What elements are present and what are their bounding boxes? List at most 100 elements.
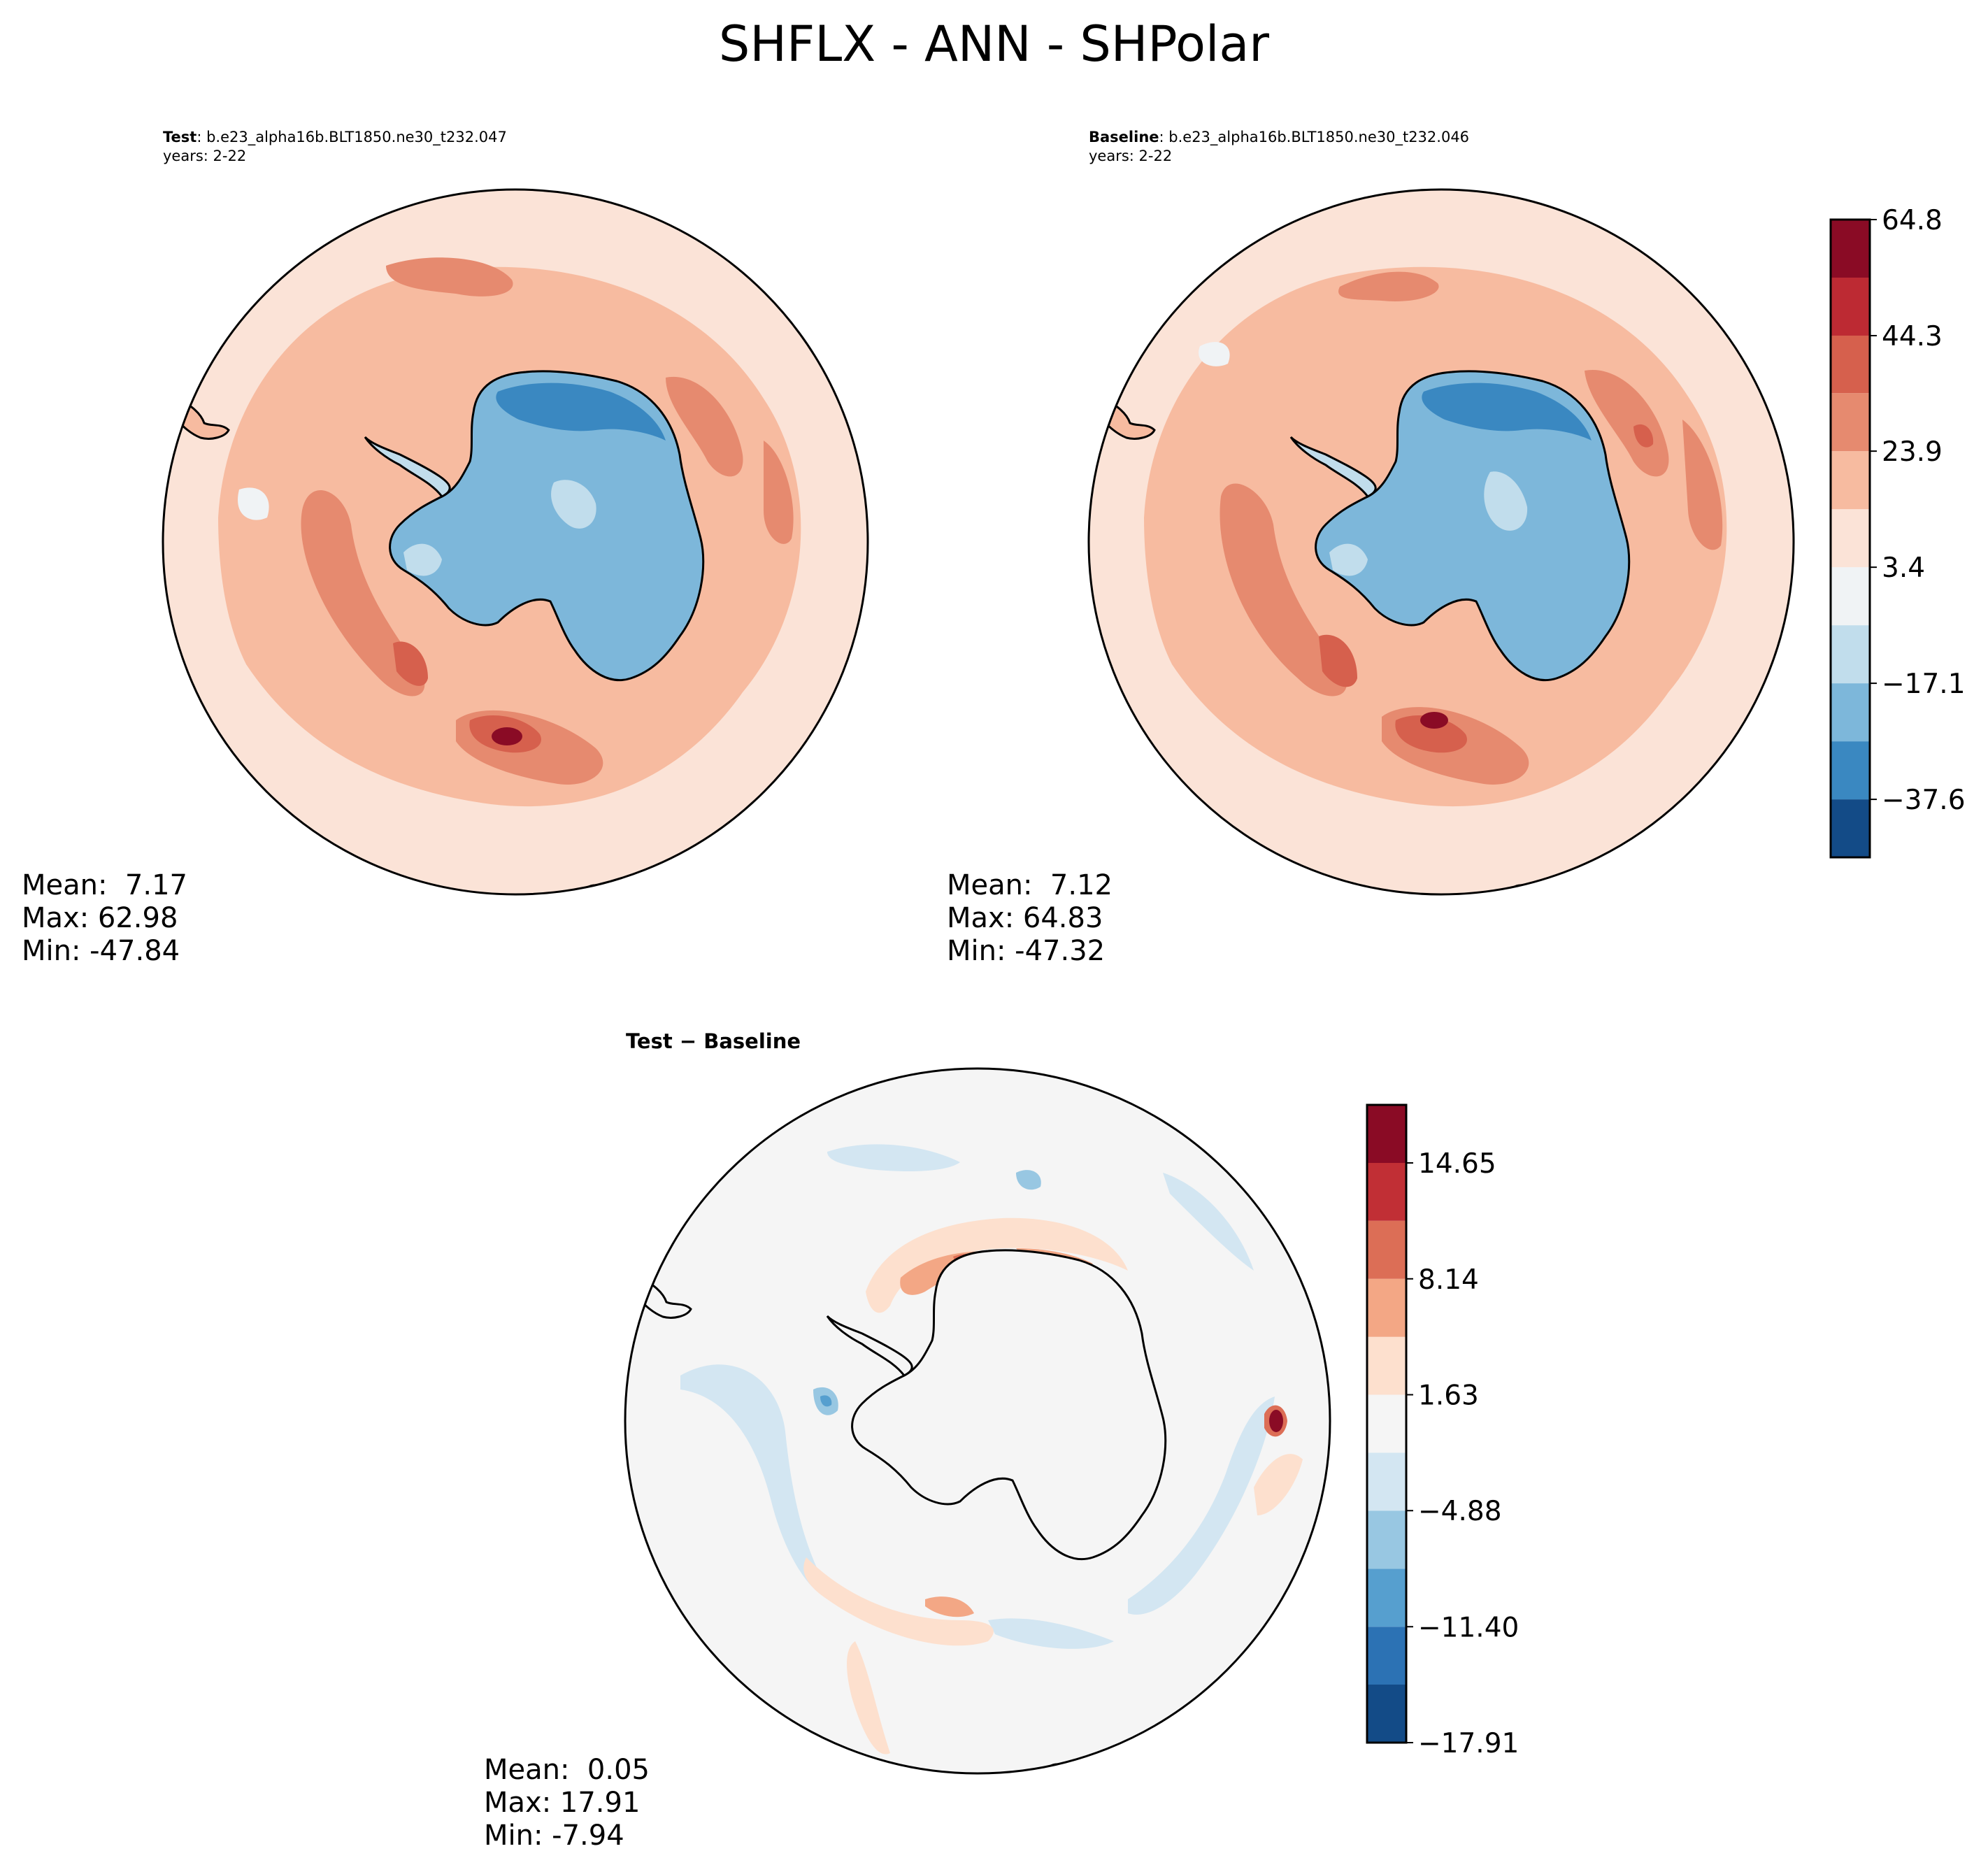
main-colorbar-segment (1831, 567, 1870, 626)
diff-colorbar-segment (1367, 1105, 1406, 1164)
diff-max-value: 17.91 (559, 1787, 641, 1819)
diff-panel-title: Test − Baseline (626, 1029, 801, 1053)
diff-polar-map (624, 1067, 1331, 1775)
diff-min-value: -7.94 (552, 1820, 624, 1852)
main-colorbar-segment (1831, 451, 1870, 510)
baseline-mean-value: 7.12 (1050, 869, 1113, 901)
test-case-name: : b.e23_alpha16b.BLT1850.ne30_t232.047 (196, 129, 507, 145)
diff-colorbar-segment (1367, 1220, 1406, 1279)
baseline-max-label: Max: (947, 902, 1015, 934)
test-flux-hotspot-core (492, 727, 522, 745)
baseline-flux-band-4 (1338, 271, 1439, 301)
diff-stats: Mean: 0.05 Max: 17.91 Min: -7.94 (484, 1754, 650, 1852)
diff-hotspot-east-core (1269, 1410, 1283, 1432)
diff-negative-band-2 (827, 1144, 960, 1171)
diff-colorbar-tick-label: −11.40 (1418, 1612, 1519, 1643)
test-years: years: 2-22 (163, 148, 247, 164)
diff-colorbar-segment (1367, 1394, 1406, 1453)
main-colorbar-frame (1829, 218, 1871, 859)
diff-positive-band-south (803, 1557, 994, 1646)
main-colorbar: 64.8 44.3 23.9 3.4 −17.1 −37.6 (1829, 205, 1966, 859)
diff-label-baseline: Baseline (703, 1029, 801, 1053)
diff-positive-stronger-south (925, 1596, 974, 1617)
main-colorbar-segment (1831, 741, 1870, 800)
test-max-value: 62.98 (97, 902, 178, 934)
baseline-map-boundary (1087, 188, 1795, 896)
baseline-flux-hotspot-ring (1395, 715, 1467, 753)
diff-negative-band-5 (1163, 1173, 1254, 1271)
main-colorbar-segment (1831, 625, 1870, 684)
baseline-antarctica-interior (1484, 471, 1528, 531)
baseline-flux-band-1 (1220, 483, 1347, 696)
test-antarctica-coast-light (403, 543, 442, 576)
diff-positive-ring-north (866, 1217, 1128, 1313)
baseline-flux-band-7 (1633, 424, 1654, 448)
main-colorbar-segment (1831, 277, 1870, 336)
diff-colorbar-segment (1367, 1627, 1406, 1685)
baseline-min-value: -47.32 (1015, 935, 1106, 967)
test-ocean-cool-patch-1 (238, 487, 269, 520)
test-flux-band-6 (393, 641, 428, 686)
figure-title: SHFLX - ANN - SHPolar (718, 15, 1270, 73)
diff-antarctica (851, 1249, 1167, 1561)
diff-positive-band-east (1254, 1454, 1303, 1515)
main-colorbar-tick-label: −37.6 (1882, 785, 1966, 816)
test-antarctica-interior (551, 480, 596, 529)
diff-map-boundary (624, 1067, 1331, 1775)
test-flux-band-5 (764, 441, 794, 544)
diff-negative-spot-2 (820, 1395, 832, 1407)
test-panel-label: Test (163, 129, 197, 145)
test-min-value: -47.84 (90, 935, 180, 967)
test-panel-header: Test: b.e23_alpha16b.BLT1850.ne30_t232.0… (163, 128, 507, 166)
baseline-polar-map (1087, 188, 1795, 896)
main-colorbar-tick-label: 44.3 (1882, 321, 1943, 352)
diff-colorbar-segment (1367, 1278, 1406, 1337)
main-colorbar-segment (1831, 509, 1870, 568)
diff-negative-band-4 (988, 1618, 1114, 1649)
diff-max-label: Max: (484, 1787, 552, 1819)
baseline-antarctica-field (1315, 370, 1631, 682)
baseline-ocean-cool-patch-1 (1199, 342, 1230, 366)
test-map-boundary (162, 188, 869, 896)
main-colorbar-segment (1831, 335, 1870, 394)
diff-colorbar-segment (1367, 1684, 1406, 1743)
test-antarctica-deep (496, 383, 666, 441)
main-colorbar-segment (1831, 393, 1870, 452)
diff-negative-band-1 (680, 1364, 834, 1599)
diff-label-test: Test (626, 1029, 673, 1053)
diff-negative-spot-3 (1016, 1170, 1041, 1190)
main-colorbar-segment (1831, 683, 1870, 742)
diff-colorbar-segment (1367, 1163, 1406, 1221)
main-colorbar-tick-label: 64.8 (1882, 205, 1943, 236)
test-antarctic-peninsula (364, 436, 451, 498)
baseline-antarctica-deep (1422, 383, 1592, 441)
baseline-flux-band-3 (1585, 369, 1669, 477)
main-colorbar-tick-label: 3.4 (1882, 552, 1925, 584)
diff-antarctic-peninsula (826, 1315, 913, 1377)
baseline-panel-header: Baseline: b.e23_alpha16b.BLT1850.ne30_t2… (1089, 128, 1469, 166)
diff-mean-value: 0.05 (587, 1754, 650, 1786)
baseline-flux-hotspot-core (1420, 712, 1448, 729)
diff-colorbar-segment (1367, 1452, 1406, 1511)
diff-colorbar-tick-label: −17.91 (1418, 1728, 1519, 1759)
baseline-flux-band-5 (1682, 420, 1723, 550)
main-colorbar-segment (1831, 220, 1870, 278)
diff-colorbar-frame (1366, 1103, 1408, 1744)
test-ocean-cool-patch-2 (722, 866, 778, 894)
diff-colorbar-tick-label: 1.63 (1418, 1380, 1479, 1411)
diff-colorbar: 14.65 8.14 1.63 −4.88 −11.40 −17.91 (1366, 1103, 1519, 1759)
baseline-stats: Mean: 7.12 Max: 64.83 Min: -47.32 (947, 869, 1113, 968)
test-polar-map (162, 188, 869, 896)
test-flux-band-3 (666, 376, 743, 477)
baseline-max-value: 64.83 (1022, 902, 1103, 934)
test-mean-label: Mean: (22, 869, 108, 901)
diff-colorbar-tick-label: 14.65 (1418, 1148, 1496, 1180)
baseline-min-label: Min: (947, 935, 1006, 967)
baseline-antarctic-peninsula (1289, 436, 1377, 498)
main-colorbar-tick-label: −17.1 (1882, 669, 1966, 700)
test-antarctica-field (389, 370, 705, 682)
baseline-case-name: : b.e23_alpha16b.BLT1850.ne30_t232.046 (1159, 129, 1470, 145)
test-max-label: Max: (22, 902, 90, 934)
baseline-ocean-cool-patch-2 (1644, 871, 1703, 894)
diff-colorbar-segment (1367, 1510, 1406, 1569)
